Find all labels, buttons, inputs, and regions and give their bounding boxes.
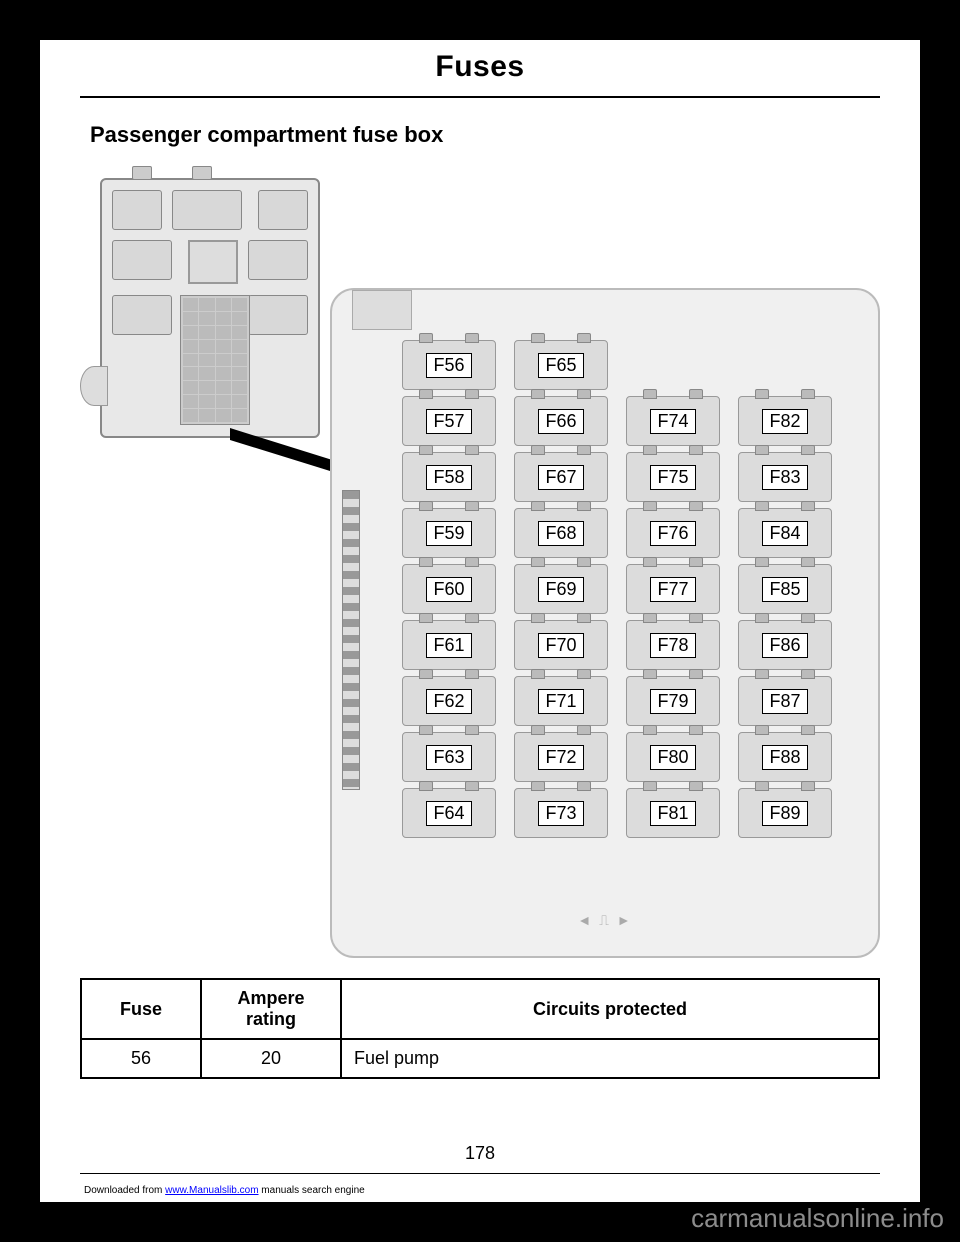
fuse-slot-F63: F63 — [402, 732, 496, 782]
fuse-slot-F88: F88 — [738, 732, 832, 782]
fuse-slot-F81: F81 — [626, 788, 720, 838]
fuse-slot-F62: F62 — [402, 676, 496, 726]
fuse-slot-F57: F57 — [402, 396, 496, 446]
fuse-slot-F72: F72 — [514, 732, 608, 782]
fuse-column: F65 F66 F67 F68 F69 F70 F71 F72 F73 — [514, 340, 608, 838]
fuse-label: F63 — [426, 745, 471, 770]
fuse-slot-F85: F85 — [738, 564, 832, 614]
fuse-slot-F77: F77 — [626, 564, 720, 614]
fuse-label: F80 — [650, 745, 695, 770]
fuse-label: F77 — [650, 577, 695, 602]
fuse-label: F73 — [538, 801, 583, 826]
fuse-label: F75 — [650, 465, 695, 490]
fuse-slot-F56: F56 — [402, 340, 496, 390]
fuse-label: F61 — [426, 633, 471, 658]
fuse-slot-F87: F87 — [738, 676, 832, 726]
fuse-slot-F73: F73 — [514, 788, 608, 838]
fuse-label: F64 — [426, 801, 471, 826]
fuse-label: F88 — [762, 745, 807, 770]
fuse-slot-F67: F67 — [514, 452, 608, 502]
col-ampere: Ampererating — [201, 979, 341, 1039]
fuse-slot-F74: F74 — [626, 396, 720, 446]
fuse-label: F56 — [426, 353, 471, 378]
manualslib-link[interactable]: www.Manualslib.com — [165, 1185, 258, 1196]
section-title: Passenger compartment fuse box — [90, 122, 920, 148]
divider-top — [80, 96, 880, 98]
table-cell: 20 — [201, 1039, 341, 1078]
fuse-label: F85 — [762, 577, 807, 602]
fuse-slot-F76: F76 — [626, 508, 720, 558]
fuse-label: F67 — [538, 465, 583, 490]
fuse-label: F65 — [538, 353, 583, 378]
fuse-label: F86 — [762, 633, 807, 658]
fuse-label: F81 — [650, 801, 695, 826]
fuse-slot-F80: F80 — [626, 732, 720, 782]
fuse-column: F74 F75 F76 F77 F78 F79 F80 F81 — [626, 396, 720, 838]
fuse-label: F83 — [762, 465, 807, 490]
fuse-slot-F61: F61 — [402, 620, 496, 670]
fuse-label: F76 — [650, 521, 695, 546]
fuse-slot-F78: F78 — [626, 620, 720, 670]
table-header-row: Fuse Ampererating Circuits protected — [81, 979, 879, 1039]
fuse-slot-F64: F64 — [402, 788, 496, 838]
fuse-label: F62 — [426, 689, 471, 714]
fuse-slot-F82: F82 — [738, 396, 832, 446]
fuse-slot-F60: F60 — [402, 564, 496, 614]
fuse-label: F60 — [426, 577, 471, 602]
doc-title: Fuses — [40, 40, 920, 84]
fuse-slot-F68: F68 — [514, 508, 608, 558]
watermark: carmanualsonline.info — [691, 1203, 944, 1234]
fuse-label: F57 — [426, 409, 471, 434]
fuse-box-overview — [100, 178, 320, 438]
fuse-slot-F79: F79 — [626, 676, 720, 726]
fuse-column: F82 F83 F84 F85 F86 F87 F88 F89 — [738, 396, 832, 838]
fuse-label: F69 — [538, 577, 583, 602]
fuse-label: F66 — [538, 409, 583, 434]
fuse-label: F58 — [426, 465, 471, 490]
fuse-label: F71 — [538, 689, 583, 714]
fuse-label: F87 — [762, 689, 807, 714]
col-fuse: Fuse — [81, 979, 201, 1039]
fuse-slot-F65: F65 — [514, 340, 608, 390]
fuse-label: F89 — [762, 801, 807, 826]
divider-bottom — [80, 1173, 880, 1174]
fuse-label: F79 — [650, 689, 695, 714]
fuse-slot-F89: F89 — [738, 788, 832, 838]
fuse-slot-F86: F86 — [738, 620, 832, 670]
fuse-panel-detail: F56F57F58F59F60F61F62F63F64F65F66F67F68F… — [330, 288, 880, 958]
col-circuits: Circuits protected — [341, 979, 879, 1039]
fuse-label: F72 — [538, 745, 583, 770]
fuse-label: F84 — [762, 521, 807, 546]
fuse-label: F68 — [538, 521, 583, 546]
fuse-slot-F58: F58 — [402, 452, 496, 502]
fuse-slot-F69: F69 — [514, 564, 608, 614]
fuse-label: F59 — [426, 521, 471, 546]
table-cell: Fuel pump — [341, 1039, 879, 1078]
fuse-slot-F84: F84 — [738, 508, 832, 558]
fuse-table: Fuse Ampererating Circuits protected 562… — [80, 978, 880, 1079]
fuse-label: F82 — [762, 409, 807, 434]
fuse-label: F70 — [538, 633, 583, 658]
fuse-slot-F70: F70 — [514, 620, 608, 670]
fuse-label: F74 — [650, 409, 695, 434]
manual-page: Fuses Passenger compartment fuse box F56… — [40, 40, 920, 1202]
fuse-label: F78 — [650, 633, 695, 658]
table-row: 5620Fuel pump — [81, 1039, 879, 1078]
fuse-slot-F66: F66 — [514, 396, 608, 446]
fuse-diagram: F56F57F58F59F60F61F62F63F64F65F66F67F68F… — [80, 168, 880, 968]
fuse-slot-F59: F59 — [402, 508, 496, 558]
download-note: Downloaded from www.Manualslib.com manua… — [84, 1185, 365, 1196]
fuse-slot-F83: F83 — [738, 452, 832, 502]
table-cell: 56 — [81, 1039, 201, 1078]
page-number: 178 — [40, 1143, 920, 1164]
fuse-column: F56 F57 F58 F59 F60 F61 F62 F63 F64 — [402, 340, 496, 838]
fuse-slot-F75: F75 — [626, 452, 720, 502]
fuse-slot-F71: F71 — [514, 676, 608, 726]
